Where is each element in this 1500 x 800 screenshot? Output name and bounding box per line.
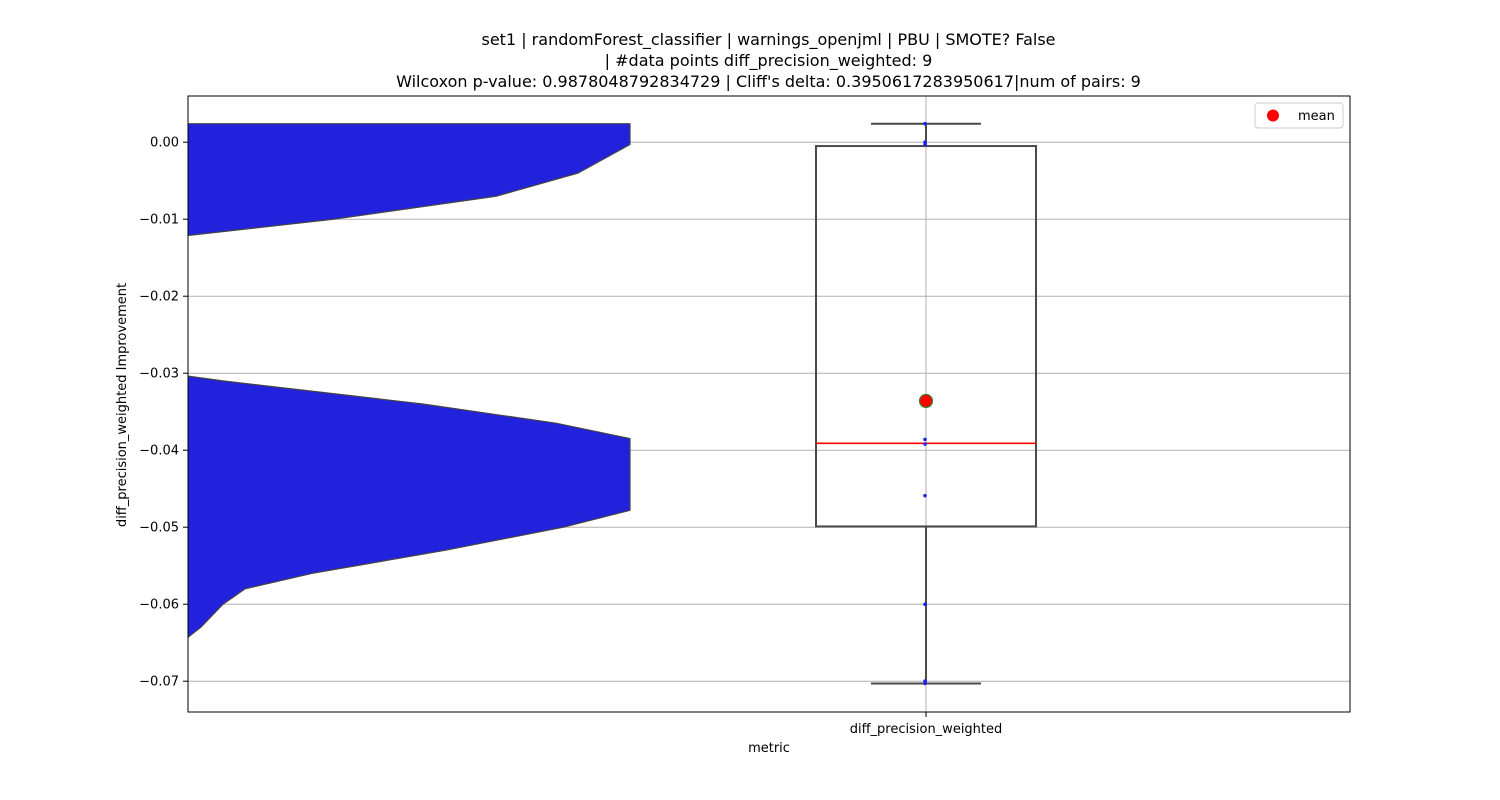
box-iqr bbox=[815, 145, 1037, 528]
legend-mean-marker bbox=[1267, 109, 1279, 122]
chart-title-line-1: set1 | randomForest_classifier | warning… bbox=[481, 30, 1056, 49]
data-point bbox=[923, 681, 927, 686]
data-point bbox=[923, 142, 927, 147]
chart-title-line-2: | #data points diff_precision_weighted: … bbox=[604, 51, 933, 70]
mean-marker bbox=[918, 393, 934, 409]
y-tick-label: −0.05 bbox=[139, 521, 179, 536]
y-tick-label: −0.01 bbox=[139, 213, 179, 228]
legend-frame bbox=[1254, 102, 1344, 129]
x-tick-label: diff_precision_weighted bbox=[850, 722, 1003, 737]
y-tick-label: −0.06 bbox=[139, 598, 179, 613]
x-ticks: diff_precision_weighted bbox=[850, 712, 1003, 737]
legend: mean bbox=[1254, 102, 1344, 129]
y-tick-label: −0.04 bbox=[139, 444, 179, 459]
data-point bbox=[923, 493, 927, 498]
legend-label: mean bbox=[1298, 109, 1335, 124]
data-point bbox=[923, 442, 927, 446]
x-axis-label: metric bbox=[748, 741, 790, 756]
violin-layer bbox=[188, 123, 631, 639]
y-tick-label: −0.07 bbox=[139, 675, 179, 690]
data-point bbox=[923, 121, 927, 126]
data-point bbox=[923, 437, 927, 442]
y-tick-label: −0.02 bbox=[139, 290, 179, 305]
y-axis-label: diff_precision_weighted Improvement bbox=[115, 283, 130, 527]
y-tick-label: 0.00 bbox=[150, 136, 179, 151]
axes-frame bbox=[187, 95, 1351, 713]
y-ticks: 0.00 −0.01 −0.02 −0.03 −0.04 −0.05 −0.06 −0.07 bbox=[139, 136, 188, 690]
data-point bbox=[923, 602, 927, 606]
points-layer bbox=[918, 121, 934, 686]
y-tick-label: −0.03 bbox=[139, 367, 179, 382]
violin-body bbox=[188, 123, 631, 639]
chart-title-line-3: Wilcoxon p-value: 0.9878048792834729 | C… bbox=[396, 72, 1141, 91]
